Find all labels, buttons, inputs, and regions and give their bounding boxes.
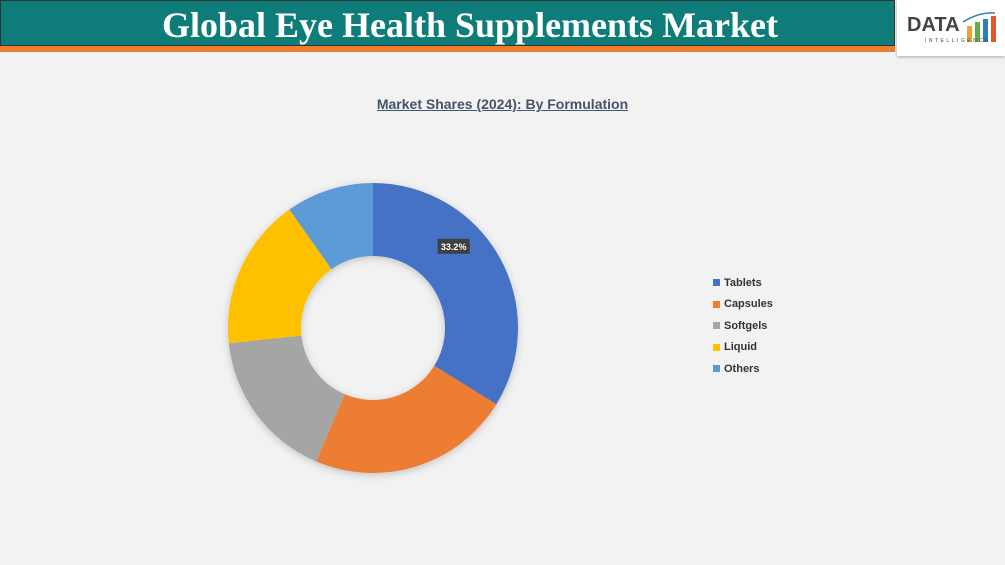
legend-label: Capsules — [724, 298, 773, 311]
legend-item-tablets: Tablets — [713, 272, 773, 294]
chart-title: Market Shares (2024): By Formulation — [376, 96, 629, 112]
data-label-tablets: 33.2% — [441, 242, 467, 252]
legend-label: Tablets — [724, 276, 762, 289]
logo-bars-icon — [962, 12, 996, 42]
datam-intelligence-logo: DATA INTELLIGENCE — [897, 0, 1005, 56]
logo-subtext: INTELLIGENCE — [925, 38, 992, 44]
header-bar — [0, 0, 895, 46]
slice-others — [289, 183, 373, 270]
legend-label: Others — [724, 362, 760, 375]
legend-swatch — [713, 279, 720, 287]
data-label-background — [437, 238, 470, 254]
page-title: Global Eye Health Supplements Market — [161, 5, 778, 45]
chart-legend: Tablets Capsules Softgels Liquid Others — [713, 272, 773, 380]
legend-label: Softgels — [724, 319, 768, 332]
slice-liquid — [228, 209, 332, 344]
legend-item-softgels: Softgels — [713, 315, 773, 337]
slice-tablets — [373, 183, 518, 405]
legend-label: Liquid — [724, 341, 757, 354]
slice-capsules — [316, 365, 497, 474]
header-accent-stripe — [0, 46, 895, 52]
logo-word: DATA — [907, 14, 960, 36]
legend-item-capsules: Capsules — [713, 294, 773, 316]
legend-swatch — [713, 322, 720, 330]
legend-swatch — [713, 365, 720, 373]
legend-item-others: Others — [713, 358, 773, 380]
legend-swatch — [713, 300, 720, 308]
slice-softgels — [228, 335, 345, 462]
legend-item-liquid: Liquid — [713, 337, 773, 359]
legend-swatch — [713, 343, 720, 351]
